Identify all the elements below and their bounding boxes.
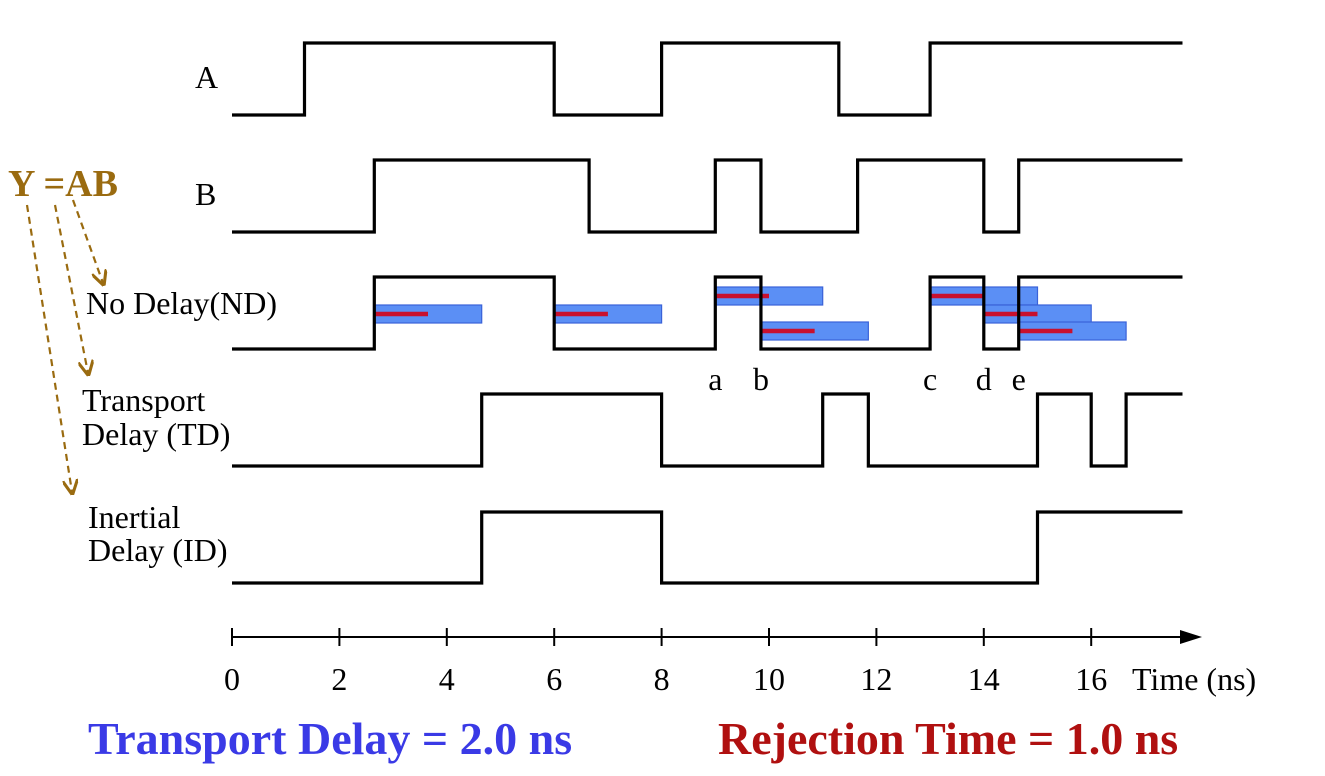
signal-label-2: B — [195, 176, 216, 212]
waveform-3 — [232, 275, 1183, 351]
transport-delay-caption: Transport Delay = 2.0 ns — [88, 713, 572, 764]
axis-tick-label: 16 — [1075, 661, 1107, 697]
axis-tick-label: 2 — [331, 661, 347, 697]
signal-label-line: B — [195, 176, 216, 212]
waveform-2 — [232, 158, 1183, 234]
arrow-to-transport-delay — [53, 204, 88, 373]
waveform-5 — [232, 510, 1183, 585]
waveforms — [232, 41, 1183, 585]
signal-label-line: A — [195, 59, 218, 95]
equation-label: Y =AB — [8, 163, 118, 205]
time-axis: 0 2 4 6 8 10 12 14 16 Time (ns) — [224, 628, 1256, 697]
event-label-c: c — [923, 361, 937, 397]
event-label-e: e — [1012, 361, 1026, 397]
signal-label-line: No Delay(ND) — [86, 285, 277, 321]
signal-label-line: Delay (TD) — [82, 416, 230, 452]
axis-arrowhead — [1180, 630, 1202, 644]
arrow-to-inertial-delay — [25, 204, 72, 492]
signal-label-5: Inertial Delay (ID) — [88, 499, 227, 568]
delay-bars — [373, 286, 1127, 341]
signal-label-1: A — [195, 59, 218, 95]
axis-tick-label: 8 — [654, 661, 670, 697]
equation-arrows — [25, 199, 103, 492]
event-label-a: a — [708, 361, 722, 397]
event-label-b: b — [753, 361, 769, 397]
waveform-4 — [232, 392, 1183, 468]
signal-label-line: Inertial — [88, 499, 181, 535]
axis-tick-label: 14 — [968, 661, 1000, 697]
axis-tick-label: 4 — [439, 661, 455, 697]
rejection-time-caption: Rejection Time = 1.0 ns — [718, 713, 1178, 764]
axis-tick-label: 6 — [546, 661, 562, 697]
axis-tick-label: 10 — [753, 661, 785, 697]
arrow-to-no-delay — [71, 199, 103, 283]
signal-label-3: No Delay(ND) — [86, 285, 277, 321]
axis-tick-label: 0 — [224, 661, 240, 697]
signal-label-line: Transport — [82, 382, 205, 418]
signal-labels: A B No Delay(ND) Transport Delay (TD) Inertia… — [82, 59, 277, 568]
axis-tick-label: 12 — [860, 661, 892, 697]
event-label-d: d — [976, 361, 992, 397]
signal-label-line: Delay (ID) — [88, 532, 227, 568]
waveform-1 — [232, 41, 1183, 117]
signal-label-4: Transport Delay (TD) — [82, 382, 230, 452]
axis-title: Time (ns) — [1132, 661, 1256, 697]
